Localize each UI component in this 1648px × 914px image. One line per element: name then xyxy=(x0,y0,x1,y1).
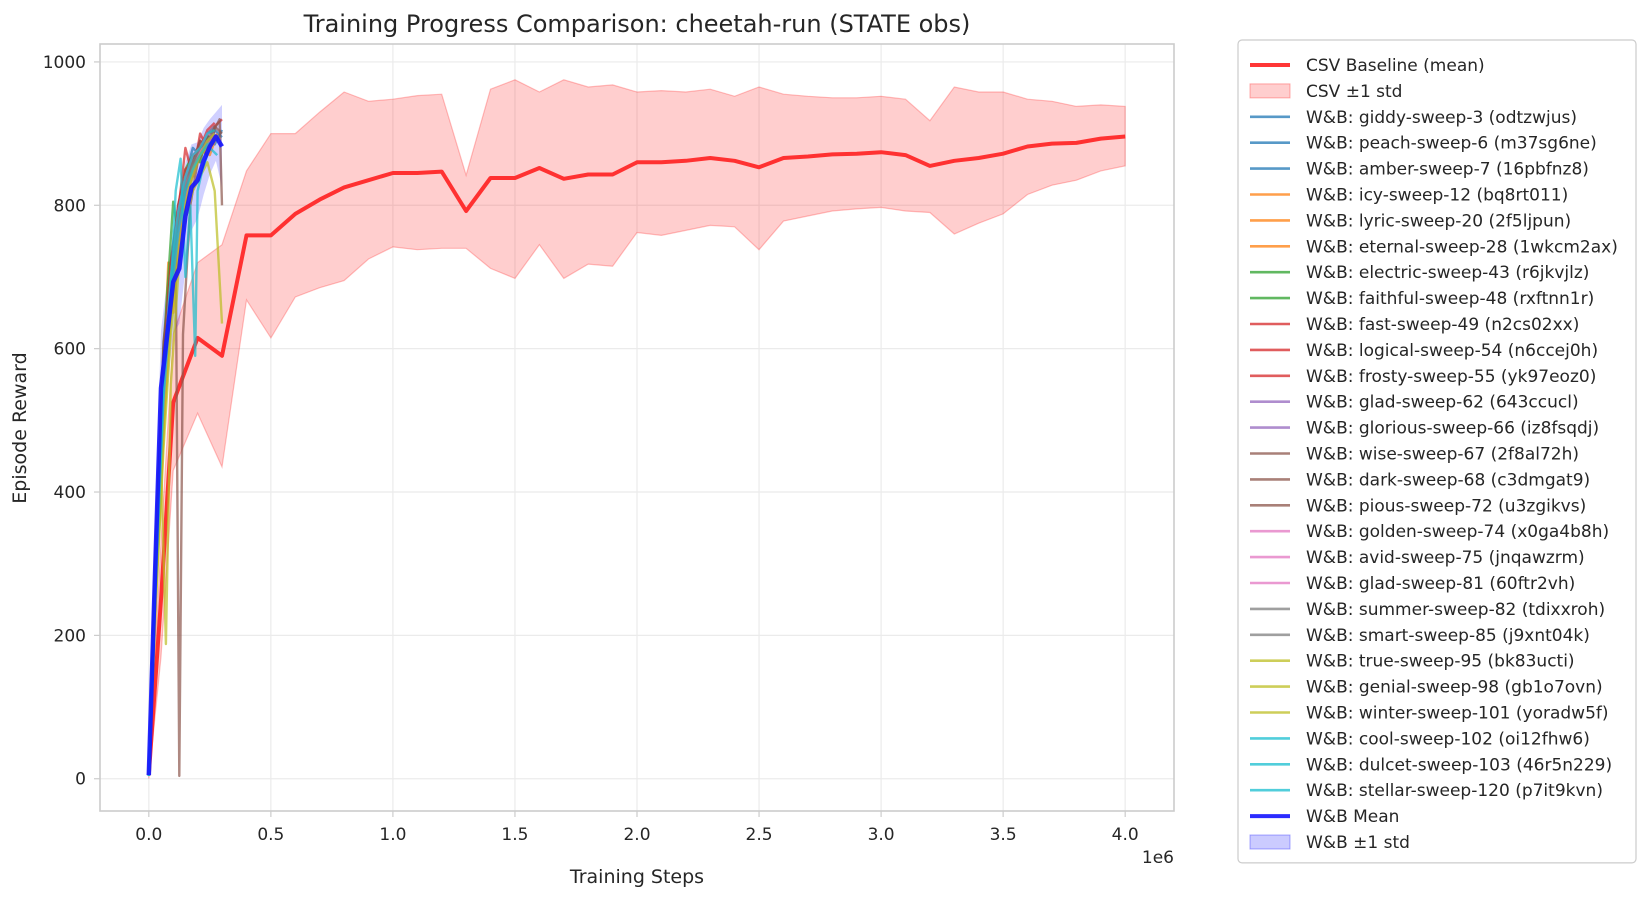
data-layer xyxy=(146,79,1126,779)
legend-label: W&B: wise-sweep-67 (2f8al72h) xyxy=(1306,445,1579,465)
x-tick-label: 2.5 xyxy=(746,825,773,845)
legend-label: W&B Mean xyxy=(1306,807,1399,827)
legend-label: W&B ±1 std xyxy=(1306,833,1410,853)
y-tick-label: 1000 xyxy=(43,53,86,73)
legend-label: W&B: lyric-sweep-20 (2f5ljpun) xyxy=(1306,211,1571,231)
legend-label: W&B: electric-sweep-43 (r6jkvjlz) xyxy=(1306,263,1589,283)
chart-title: Training Progress Comparison: cheetah-ru… xyxy=(303,10,971,38)
y-tick-label: 0 xyxy=(75,770,86,790)
x-axis-label: Training Steps xyxy=(569,866,704,888)
legend-swatch xyxy=(1249,834,1291,850)
legend-label: W&B: amber-sweep-7 (16pbfnz8) xyxy=(1306,160,1589,180)
legend-label: W&B: golden-sweep-74 (x0ga4b8h) xyxy=(1306,522,1609,542)
legend-box xyxy=(1237,39,1637,864)
legend-label: W&B: winter-sweep-101 (yoradw5f) xyxy=(1306,704,1609,724)
legend-swatch xyxy=(1249,83,1291,99)
legend-label: W&B: dark-sweep-68 (c3dmgat9) xyxy=(1306,470,1590,490)
legend-label: W&B: dulcet-sweep-103 (46r5n229) xyxy=(1306,755,1612,775)
wandb-mean-line xyxy=(146,134,224,776)
x-tick-label: 1.0 xyxy=(379,825,406,845)
legend-items: CSV Baseline (mean) CSV ±1 std W&B: giddy-… xyxy=(1249,56,1618,853)
grid xyxy=(100,44,1174,811)
x-tick-label: 0.0 xyxy=(135,825,162,845)
legend-label: W&B: summer-sweep-82 (tdixxroh) xyxy=(1306,600,1605,620)
wandb-std-band xyxy=(148,104,222,779)
legend-label: W&B: giddy-sweep-3 (odtzwjus) xyxy=(1306,108,1577,128)
legend: CSV Baseline (mean) CSV ±1 std W&B: giddy-… xyxy=(1237,39,1637,864)
legend-label: W&B: smart-sweep-85 (j9xnt04k) xyxy=(1306,626,1590,646)
x-tick-label: 0.5 xyxy=(257,825,284,845)
x-tick-label: 2.0 xyxy=(623,825,650,845)
legend-label: W&B: peach-sweep-6 (m37sg6ne) xyxy=(1306,134,1597,154)
csv-baseline-mean-line xyxy=(146,134,1126,776)
legend-label: W&B: icy-sweep-12 (bq8rt011) xyxy=(1306,186,1568,206)
y-tick-label: 600 xyxy=(54,340,86,360)
x-tick-label: 3.0 xyxy=(868,825,895,845)
y-tick-label: 200 xyxy=(54,626,86,646)
legend-label: W&B: glad-sweep-62 (643ccucl) xyxy=(1306,393,1579,413)
legend-label: W&B: frosty-sweep-55 (yk97eoz0) xyxy=(1306,367,1596,387)
x-axis-offset-label: 1e6 xyxy=(1142,848,1174,868)
legend-label: W&B: genial-sweep-98 (gb1o7ovn) xyxy=(1306,678,1603,698)
y-axis-label: Episode Reward xyxy=(9,352,31,503)
legend-label: W&B: glorious-sweep-66 (iz8fsqdj) xyxy=(1306,419,1599,439)
legend-label: W&B: eternal-sweep-28 (1wkcm2ax) xyxy=(1306,237,1618,257)
legend-label: W&B: stellar-sweep-120 (p7it9kvn) xyxy=(1306,781,1603,801)
legend-label: W&B: faithful-sweep-48 (rxftnn1r) xyxy=(1306,289,1594,309)
x-tick-label: 3.5 xyxy=(990,825,1017,845)
legend-label: W&B: glad-sweep-81 (60ftr2vh) xyxy=(1306,574,1575,594)
x-tick-label: 1.5 xyxy=(501,825,528,845)
y-tick-label: 800 xyxy=(54,196,86,216)
legend-label: W&B: fast-sweep-49 (n2cs02xx) xyxy=(1306,315,1579,335)
ticks: 0.0 0.5 1.0 1.5 2.0 2.5 3.0 3.5 4.0 0 200 400 600 800… xyxy=(43,53,1139,845)
legend-label: W&B: pious-sweep-72 (u3zgikvs) xyxy=(1306,496,1586,516)
legend-label: W&B: true-sweep-95 (bk83ucti) xyxy=(1306,652,1575,672)
y-tick-label: 400 xyxy=(54,483,86,503)
legend-label: W&B: logical-sweep-54 (n6ccej0h) xyxy=(1306,341,1598,361)
legend-label: CSV Baseline (mean) xyxy=(1306,56,1485,76)
csv-std-band xyxy=(148,79,1126,779)
legend-label: W&B: avid-sweep-75 (jnqawzrm) xyxy=(1306,548,1585,568)
legend-label: CSV ±1 std xyxy=(1306,82,1402,102)
x-tick-label: 4.0 xyxy=(1112,825,1139,845)
legend-label: W&B: cool-sweep-102 (oi12fhw6) xyxy=(1306,729,1590,749)
